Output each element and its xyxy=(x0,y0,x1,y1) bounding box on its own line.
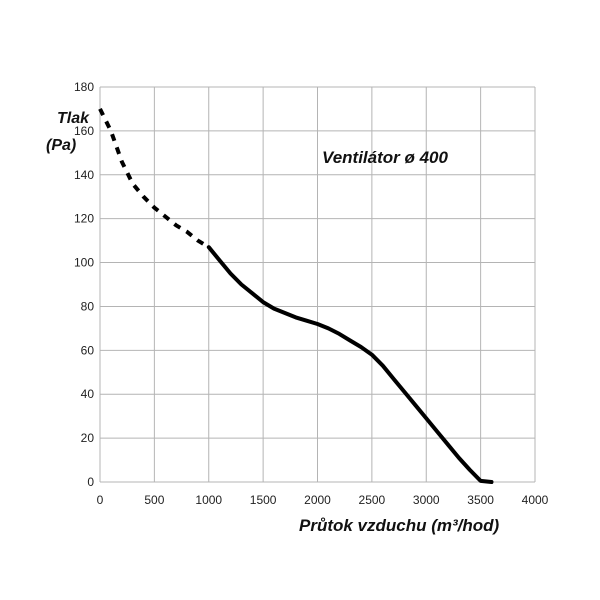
chart-title: Ventilátor ø 400 xyxy=(322,148,449,167)
x-tick-label-3500: 3500 xyxy=(467,493,494,507)
y-tick-label-140: 140 xyxy=(74,168,94,182)
x-tick-label-3000: 3000 xyxy=(413,493,440,507)
x-tick-label-500: 500 xyxy=(144,493,164,507)
y-tick-label-40: 40 xyxy=(81,387,95,401)
y-tick-label-100: 100 xyxy=(74,256,94,270)
y-tick-label-160: 160 xyxy=(74,124,94,138)
x-tick-label-0: 0 xyxy=(97,493,104,507)
y-tick-label-20: 20 xyxy=(81,431,95,445)
x-tick-label-1000: 1000 xyxy=(195,493,222,507)
y-tick-label-0: 0 xyxy=(87,475,94,489)
y-tick-label-80: 80 xyxy=(81,299,95,313)
y-axis-label-line2: (Pa) xyxy=(46,137,76,154)
x-axis-label: Průtok vzduchu (m³/hod) xyxy=(299,516,500,535)
y-tick-label-180: 180 xyxy=(74,80,94,94)
y-tick-label-60: 60 xyxy=(81,343,95,357)
x-tick-label-1500: 1500 xyxy=(250,493,277,507)
x-tick-label-2500: 2500 xyxy=(359,493,386,507)
series-line-solid xyxy=(206,245,494,484)
curves xyxy=(98,108,494,484)
y-axis-label-line1: Tlak xyxy=(57,110,90,127)
y-tick-label-120: 120 xyxy=(74,212,94,226)
x-tick-label-2000: 2000 xyxy=(304,493,331,507)
grid xyxy=(99,86,536,483)
x-tick-label-4000: 4000 xyxy=(522,493,549,507)
tick-labels: 0 500 1000 1500 2000 2500 3000 3500 4000 0 20 40 60 8… xyxy=(74,80,549,507)
series-line-dashed xyxy=(98,108,210,249)
